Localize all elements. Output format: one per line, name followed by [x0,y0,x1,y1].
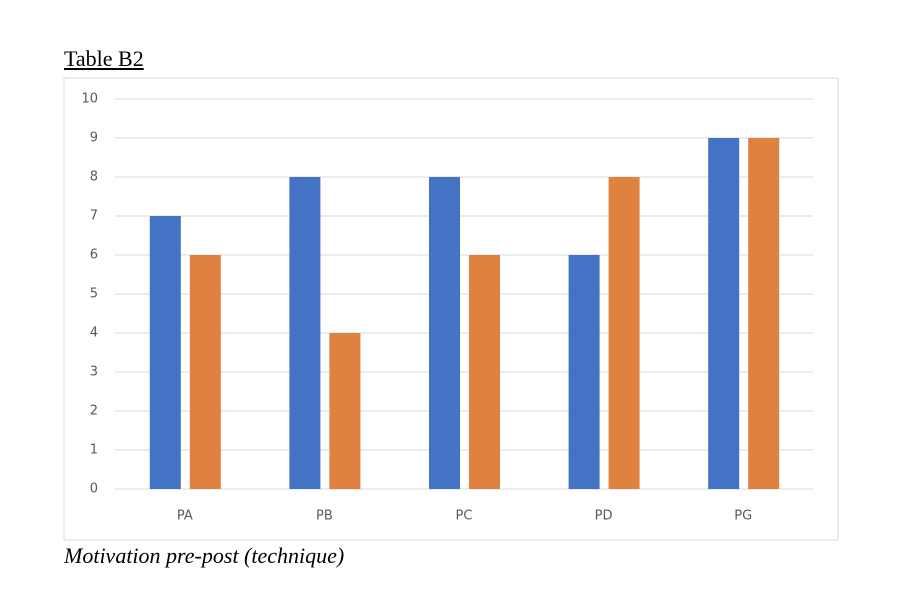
bar [748,138,780,489]
bar [429,177,460,489]
bar [469,255,500,489]
x-tick-label: PG [734,509,752,524]
x-tick-label: PD [595,509,613,524]
heading: Table B2 [64,46,144,71]
y-tick-label: 6 [90,248,98,263]
y-tick-label: 1 [90,443,98,458]
x-tick-label: PC [456,509,473,524]
bar [189,255,221,489]
y-tick-label: 2 [90,404,98,419]
y-tick-label: 8 [90,170,98,185]
y-tick-label: 4 [90,326,98,341]
bar [329,333,361,489]
y-tick-label: 9 [90,131,98,146]
bar [708,138,740,489]
y-tick-label: 7 [90,209,98,224]
caption: Motivation pre-post (technique) [64,543,345,568]
y-tick-label: 3 [90,365,98,380]
bar [149,216,181,489]
bar [608,177,640,489]
x-tick-label: PB [316,509,333,524]
y-tick-label: 10 [81,92,98,107]
y-tick-label: 0 [90,482,98,497]
x-tick-label: PA [177,509,193,524]
bar [568,255,600,489]
bar [289,177,321,489]
y-tick-label: 5 [90,287,98,302]
